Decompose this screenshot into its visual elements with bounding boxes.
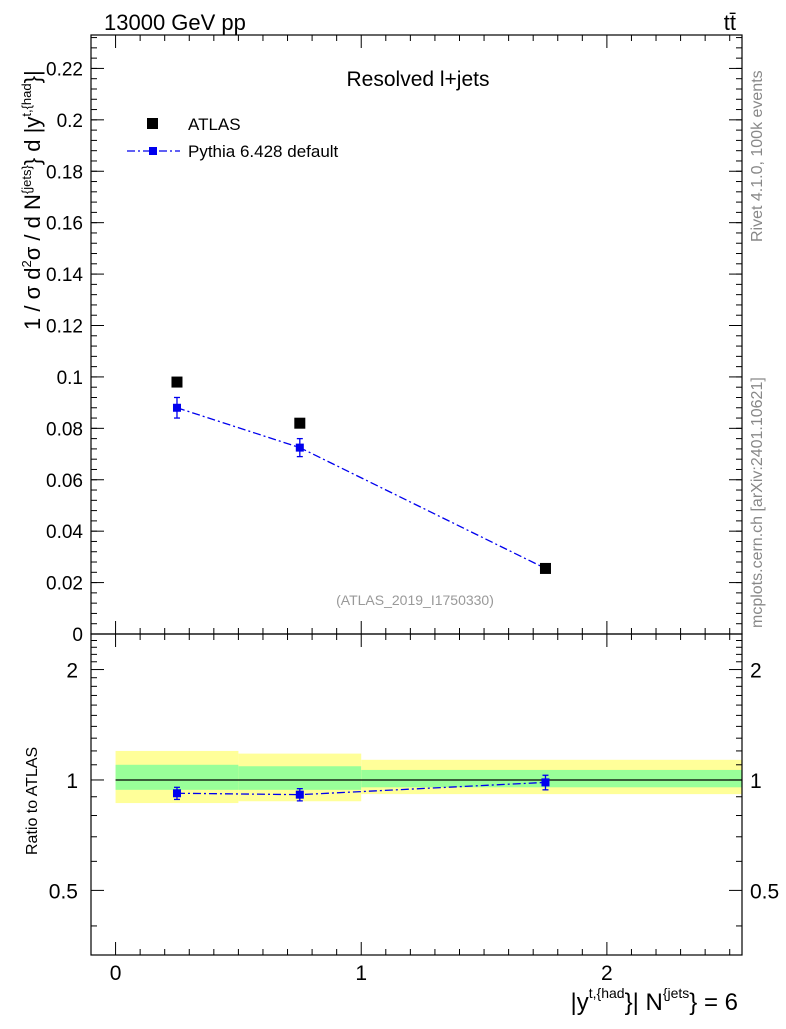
ratio-xtick-label: 2 <box>601 962 613 985</box>
ratio-ytick-label: 2 <box>66 660 78 683</box>
main-ytick-label: 0.14 <box>46 265 83 286</box>
main-ytick-label: 0.22 <box>46 59 83 80</box>
legend-atlas-label: ATLAS <box>188 115 241 134</box>
ratio-pythia-point <box>172 789 181 798</box>
main-ytick-label: 0.04 <box>46 522 83 543</box>
ratio-pythia-point <box>295 790 304 799</box>
ratio-pythia-point <box>541 778 550 787</box>
process-label: tt̄ <box>724 10 736 35</box>
analysis-watermark: (ATLAS_2019_I1750330) <box>336 592 494 608</box>
atlas-point <box>171 376 183 388</box>
legend-atlas-marker <box>147 118 158 129</box>
atlas-point <box>294 417 306 429</box>
legend-pythia-label: Pythia 6.428 default <box>188 142 339 161</box>
ratio-ytick-label-right: 1 <box>750 770 762 793</box>
ratio-panel-frame <box>90 633 743 956</box>
ratio-ytick-label-right: 2 <box>750 660 762 683</box>
rivet-label: Rivet 4.1.0, 100k events <box>749 70 766 242</box>
ratio-xlabel: |yt,{had}| N{jets} = 6 <box>571 985 739 1016</box>
ratio-ytick-label: 1 <box>66 770 78 793</box>
main-ytick-label: 0.08 <box>46 419 83 440</box>
main-ytick-label: 0.18 <box>46 162 83 183</box>
pythia-line <box>176 407 546 570</box>
ratio-band-inner <box>361 769 742 788</box>
main-title: Resolved l+jets <box>347 68 490 91</box>
main-ytick-label: 0.2 <box>57 111 83 132</box>
main-ytick-label: 0.12 <box>46 317 83 338</box>
main-ylabel: 1 / σ d2σ / d N{jets}} d |yt,{had}| <box>19 70 45 330</box>
pythia-point <box>172 403 181 412</box>
main-ytick-label: 0.02 <box>46 574 83 595</box>
ratio-ytick-label-right: 0.5 <box>750 880 779 903</box>
ratio-xtick-label: 0 <box>110 962 122 985</box>
legend-pythia-marker <box>149 147 157 155</box>
atlas-point <box>539 562 551 574</box>
ratio-ylabel: Ratio to ATLAS <box>24 747 41 855</box>
main-ytick-label: 0.06 <box>46 471 83 492</box>
pythia-point <box>295 443 304 452</box>
main-ytick-label: 0 <box>72 625 83 646</box>
mcplots-label: mcplots.cern.ch [arXiv:2401.10621] <box>749 377 766 628</box>
main-ytick-label: 0.1 <box>57 368 83 389</box>
ratio-xtick-label: 1 <box>355 962 367 985</box>
main-ytick-label: 0.16 <box>46 214 83 235</box>
legend: ATLAS Pythia 6.428 default <box>127 115 339 161</box>
ratio-ytick-label: 0.5 <box>49 880 78 903</box>
ratio-band-inner <box>115 764 239 790</box>
energy-label: 13000 GeV pp <box>104 10 246 35</box>
ratio-band-inner <box>238 766 362 790</box>
